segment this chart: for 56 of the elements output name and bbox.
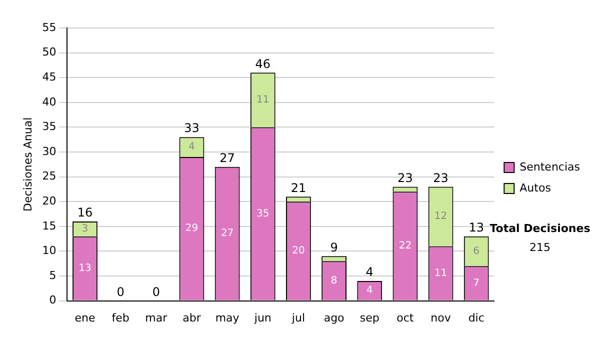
y-tick-label: 30 xyxy=(42,144,56,158)
x-tick-label: feb xyxy=(112,311,130,324)
total-label: 46 xyxy=(255,56,271,71)
y-tick-label: 15 xyxy=(42,219,56,232)
legend-label: Autos xyxy=(520,181,552,194)
x-tick-label: abr xyxy=(182,311,202,324)
data-label: 11 xyxy=(256,94,270,106)
total-label: 16 xyxy=(77,206,93,220)
data-label: 7 xyxy=(473,278,480,289)
y-tick-label: 25 xyxy=(42,170,56,183)
y-tick-label: 55 xyxy=(42,20,56,34)
x-tick-label: ene xyxy=(74,311,96,324)
total-label: 21 xyxy=(290,180,306,195)
x-tick-label: jun xyxy=(253,311,272,324)
y-tick-label: 35 xyxy=(42,120,56,134)
y-tick-label: 50 xyxy=(42,46,56,59)
x-tick-label: mar xyxy=(145,311,168,324)
x-tick-label: jul xyxy=(290,311,306,324)
data-label: 20 xyxy=(292,246,305,257)
legend-label: Sentencias xyxy=(520,160,580,174)
x-tick-label: nov xyxy=(430,311,452,324)
data-label: 4 xyxy=(188,142,195,153)
data-label: 35 xyxy=(256,208,270,220)
text: 215 xyxy=(530,240,550,254)
x-tick-label: ago xyxy=(324,311,345,324)
data-label: 13 xyxy=(78,262,92,274)
data-label: 29 xyxy=(185,223,198,234)
total-label: 33 xyxy=(184,121,200,136)
total-label: 9 xyxy=(330,240,338,254)
total-label: 23 xyxy=(398,170,413,185)
total-label: 23 xyxy=(433,170,448,185)
annotation: Total Decisiones xyxy=(490,222,591,235)
y-tick-label: 40 xyxy=(42,95,56,108)
x-tick-label: sep xyxy=(360,311,380,324)
data-label: 6 xyxy=(473,246,480,257)
data-label: 11 xyxy=(434,268,448,279)
y-tick-label: 0 xyxy=(49,294,56,307)
total-label: 4 xyxy=(366,265,374,280)
data-label: 8 xyxy=(330,275,338,286)
total-label: 0 xyxy=(116,284,124,299)
y-tick-label: 45 xyxy=(42,70,56,84)
x-tick-label: may xyxy=(215,311,240,324)
total-label: 13 xyxy=(468,220,484,234)
y-tick-label: 10 xyxy=(42,244,56,258)
x-tick-label: oct xyxy=(396,311,414,324)
total-label: 27 xyxy=(220,151,235,166)
data-label: 3 xyxy=(82,223,88,234)
data-label: 4 xyxy=(366,285,373,296)
y-tick-label: 20 xyxy=(42,194,56,208)
y-axis-title: Decisiones Anual xyxy=(21,117,34,212)
data-label: 22 xyxy=(398,240,412,252)
y-tick-label: 5 xyxy=(49,268,56,282)
total-label: 0 xyxy=(152,284,160,299)
data-label: 27 xyxy=(220,228,234,240)
x-tick-label: dic xyxy=(468,311,484,324)
data-label: 12 xyxy=(434,211,448,222)
